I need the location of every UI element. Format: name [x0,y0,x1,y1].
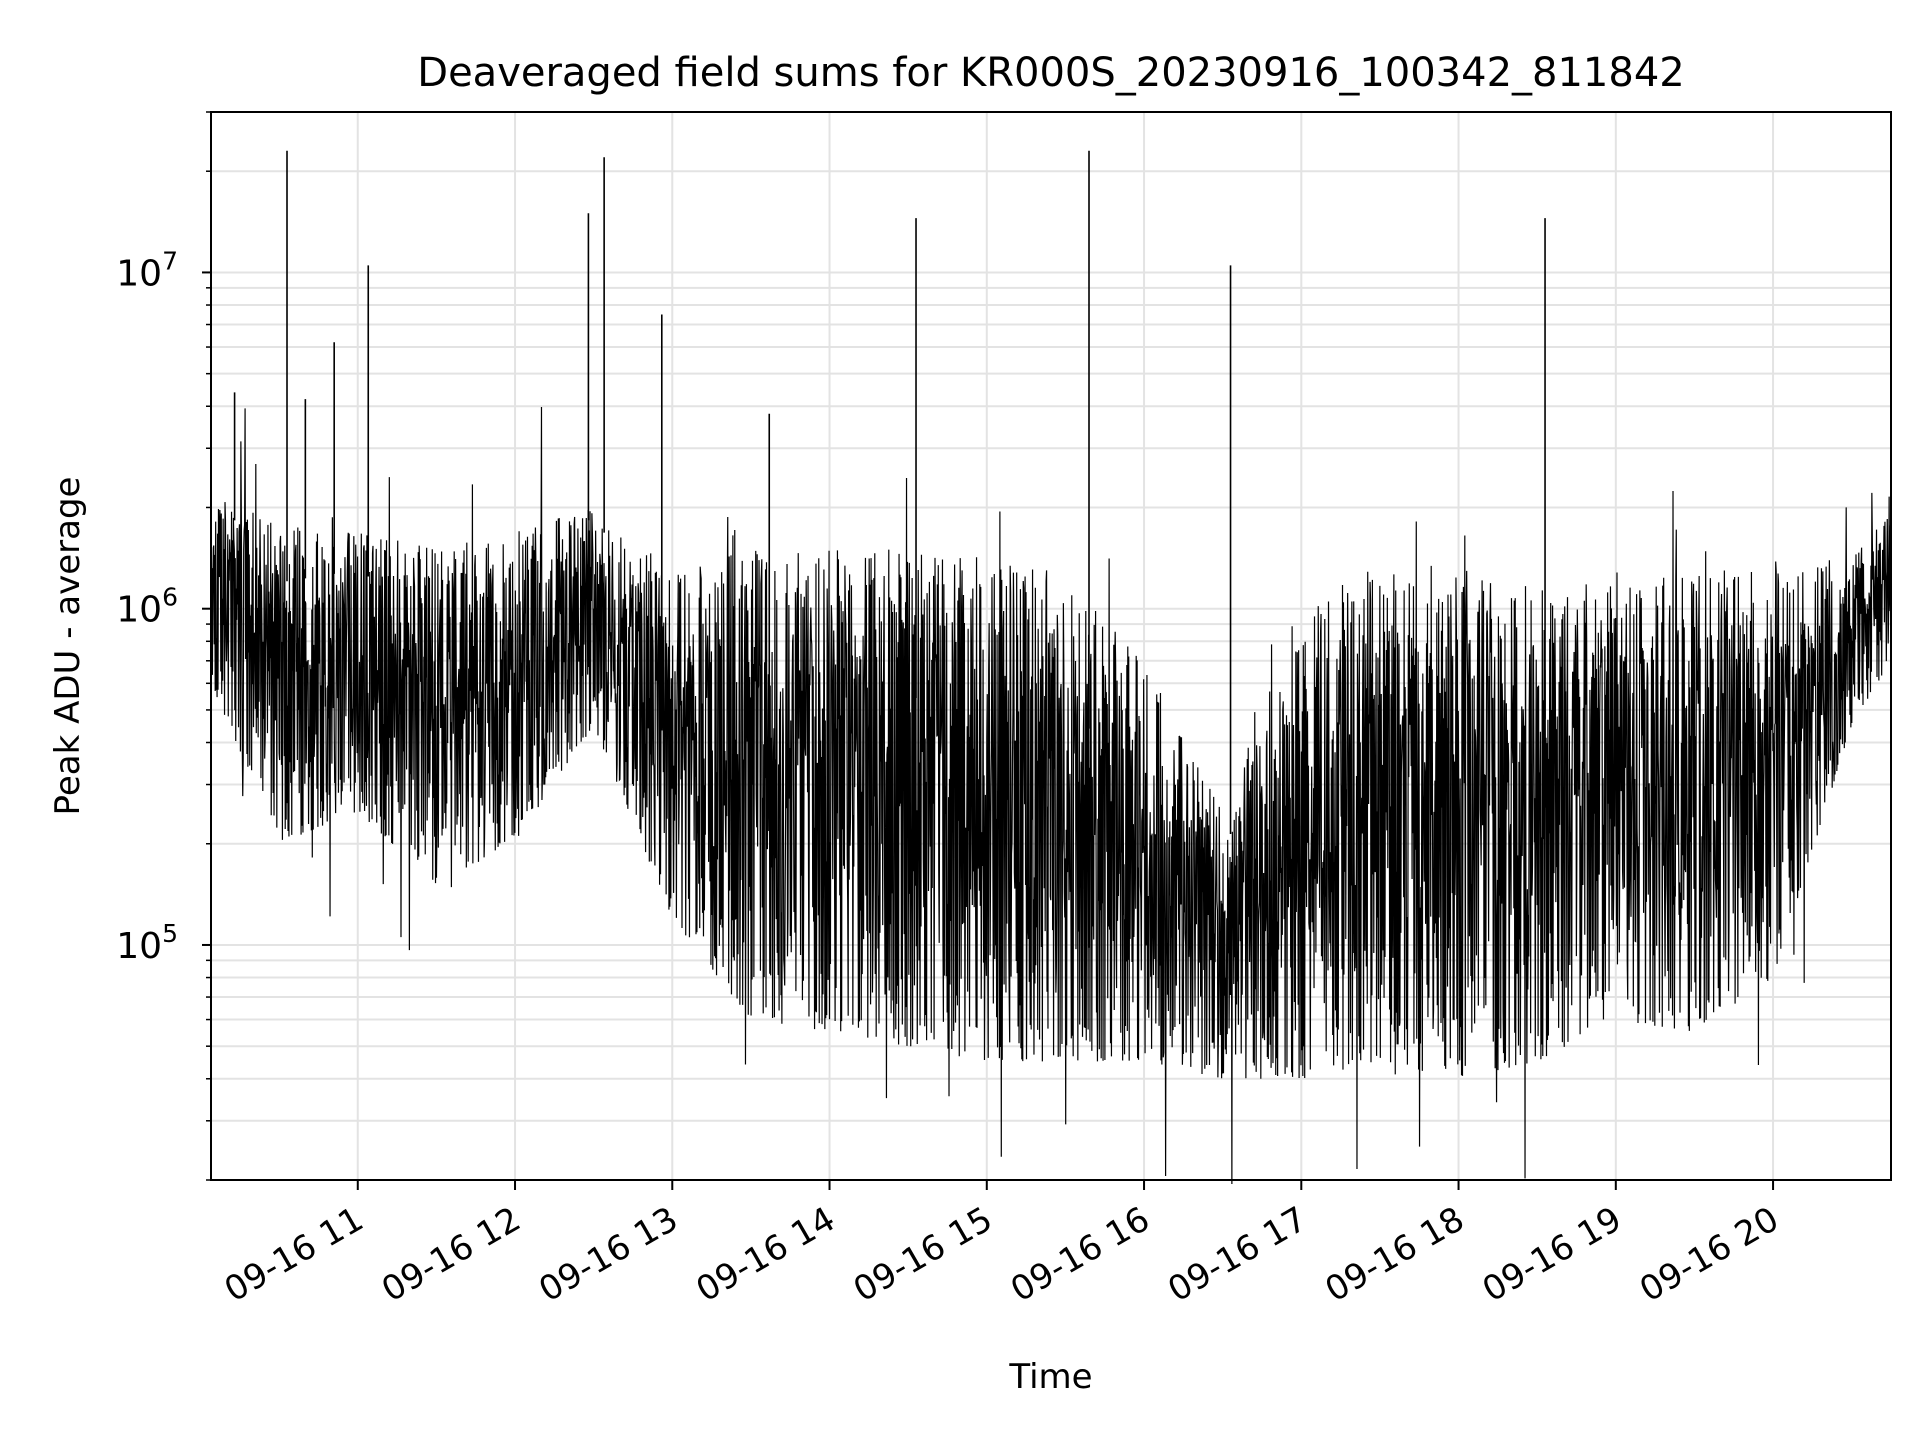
chart-title: Deaveraged field sums for KR000S_2023091… [417,50,1684,96]
y-axis-label: Peak ADU - average [48,477,88,816]
y-tick-label: 107 [116,246,178,294]
data-series [210,150,1892,1184]
x-axis-label: Time [1008,1357,1092,1397]
y-tick-label: 105 [116,919,178,967]
plot-area-frame [210,111,1892,1181]
series-trace [210,407,1892,1184]
y-tick-label: 106 [116,583,178,631]
y-axis: 105 106 107 [116,111,211,1181]
